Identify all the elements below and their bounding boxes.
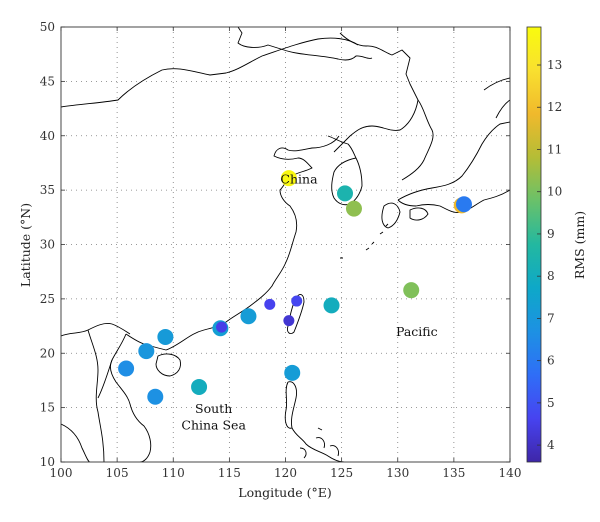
x-tick-label: 125 [330,466,353,480]
hainan-island [155,353,181,377]
japan-hokkaido [483,77,510,119]
colorbar-tick-label: 11 [547,142,562,156]
philippines-luzon [284,381,345,462]
philippines-islands [299,427,339,459]
x-tick-label: 100 [50,466,73,480]
station-marker [147,388,164,405]
x-tick-label: 105 [106,466,129,480]
y-tick-label: 50 [40,20,55,34]
x-tick-label: 140 [499,466,522,480]
colorbar-tick-label: 6 [547,354,555,368]
station-marker [264,298,276,310]
coastlines [61,27,510,462]
station-marker [191,378,208,395]
plot-area [61,27,510,462]
station-marker [345,200,362,217]
x-tick-label: 120 [274,466,297,480]
place-label: China [280,172,318,187]
station-marker [240,308,257,325]
station-marker [336,185,353,202]
north-border [237,27,373,61]
station-marker [455,196,472,213]
y-tick-label: 45 [40,74,55,88]
axes: 100 105 110 115 120 125 130 135 140 10 15 20 25 30 35 4… [40,20,522,480]
colorbar-label: RMS (mm) [572,211,587,279]
x-tick-label: 110 [162,466,185,480]
x-axis-label: Longitude (°E) [238,485,331,500]
y-tick-label: 35 [40,183,55,197]
x-tick-label: 135 [442,466,465,480]
colorbar-tick-label: 4 [547,438,555,452]
ryukyu-islands [340,223,389,259]
y-tick-label: 10 [40,455,55,469]
colorbar [526,26,542,463]
station-points [118,170,472,405]
japan-honshu [397,121,510,213]
station-marker [291,295,303,307]
colorbar-tick-label: 5 [547,396,555,410]
colorbar-tick-label: 13 [547,58,562,72]
y-axis-label: Latitude (°N) [18,203,33,287]
colorbar-tick-label: 7 [547,311,555,325]
station-marker [216,321,228,333]
colorbar-tick-label: 8 [547,269,555,283]
y-tick-label: 20 [40,346,55,360]
y-tick-label: 30 [40,238,55,252]
colorbar-ticks: 4 5 6 7 8 9 10 11 12 13 [537,58,562,452]
place-label: China Sea [181,417,246,432]
x-tick-label: 115 [218,466,241,480]
station-marker [284,364,301,381]
colorbar-tick-label: 10 [547,185,562,199]
station-marker [280,170,297,187]
japan-kyushu [381,202,401,229]
indochina-north-border [61,323,131,337]
indochina-inner-borders [61,329,113,462]
y-tick-label: 40 [40,129,55,143]
east-border [333,32,419,153]
korea-peninsula [331,157,363,206]
station-marker [157,328,174,345]
far-east-coast [401,99,434,181]
station-marker [323,297,340,314]
station-marker [283,315,295,327]
station-marker [118,360,135,377]
place-label: Pacific [396,324,438,339]
colorbar-tick-label: 12 [547,100,562,114]
korea-china-border [327,135,357,159]
mongolia-china-border [61,37,359,108]
station-marker [403,282,420,299]
y-tick-label: 15 [40,401,55,415]
y-tick-label: 25 [40,292,55,306]
colorbar-tick-label: 9 [547,227,555,241]
japan-shikoku [409,207,429,221]
x-tick-label: 130 [386,466,409,480]
china-coast [125,135,340,351]
station-marker [138,343,155,360]
place-label: South [195,401,232,416]
